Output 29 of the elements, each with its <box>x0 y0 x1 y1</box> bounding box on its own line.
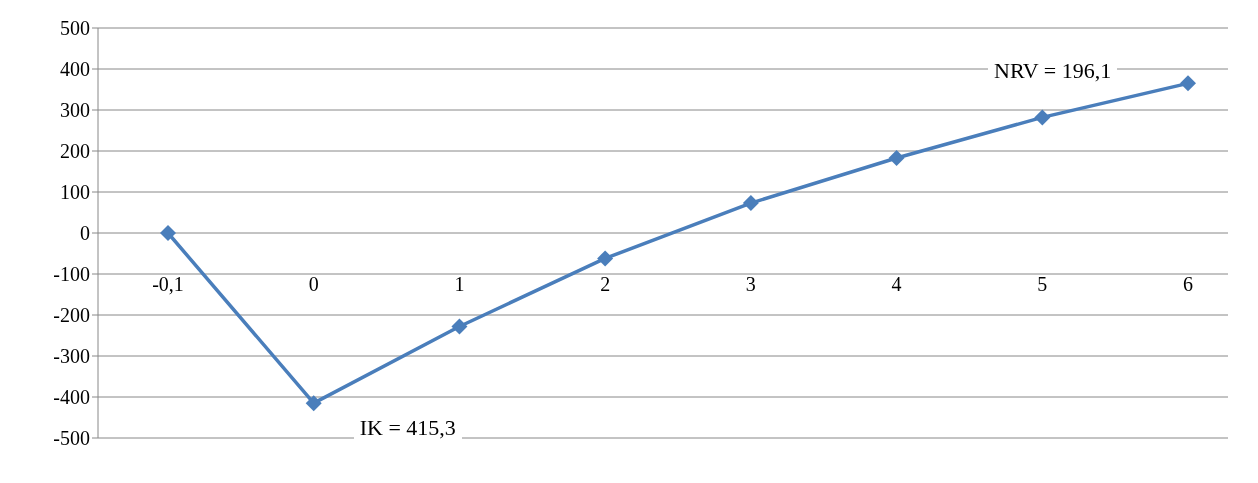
point <box>160 225 176 241</box>
point <box>1034 109 1051 126</box>
x-tick-label: 2 <box>600 273 611 295</box>
x-tick-label: 0 <box>308 273 319 295</box>
point <box>1180 75 1196 92</box>
y-tick-label: -300 <box>53 345 90 368</box>
y-tick-label: -500 <box>53 427 90 450</box>
y-tick-label: 300 <box>60 99 90 122</box>
y-tick-label: -100 <box>53 263 90 286</box>
y-tick-label: 200 <box>60 140 90 163</box>
x-tick-label: 5 <box>1037 273 1048 295</box>
y-tick-label: 500 <box>60 17 90 40</box>
x-tick-label: 1 <box>454 273 465 295</box>
point <box>305 395 322 412</box>
x-tick-label: 3 <box>745 273 756 295</box>
point <box>888 149 905 166</box>
y-tick-label: 0 <box>80 222 90 245</box>
y-tick-label: 100 <box>60 181 90 204</box>
y-tick-label: 400 <box>60 58 90 81</box>
annotation: NRV = 196,1 <box>988 58 1118 84</box>
x-tick-label: 4 <box>891 273 902 295</box>
annotation: IK = 415,3 <box>353 415 462 442</box>
point <box>451 318 468 335</box>
x-tick-label: 6 <box>1183 273 1193 295</box>
y-tick-label: -400 <box>53 386 90 409</box>
x-tick-label: -0,1 <box>152 273 184 295</box>
y-tick-label: -200 <box>53 304 90 327</box>
point <box>597 250 614 267</box>
point <box>742 195 759 212</box>
